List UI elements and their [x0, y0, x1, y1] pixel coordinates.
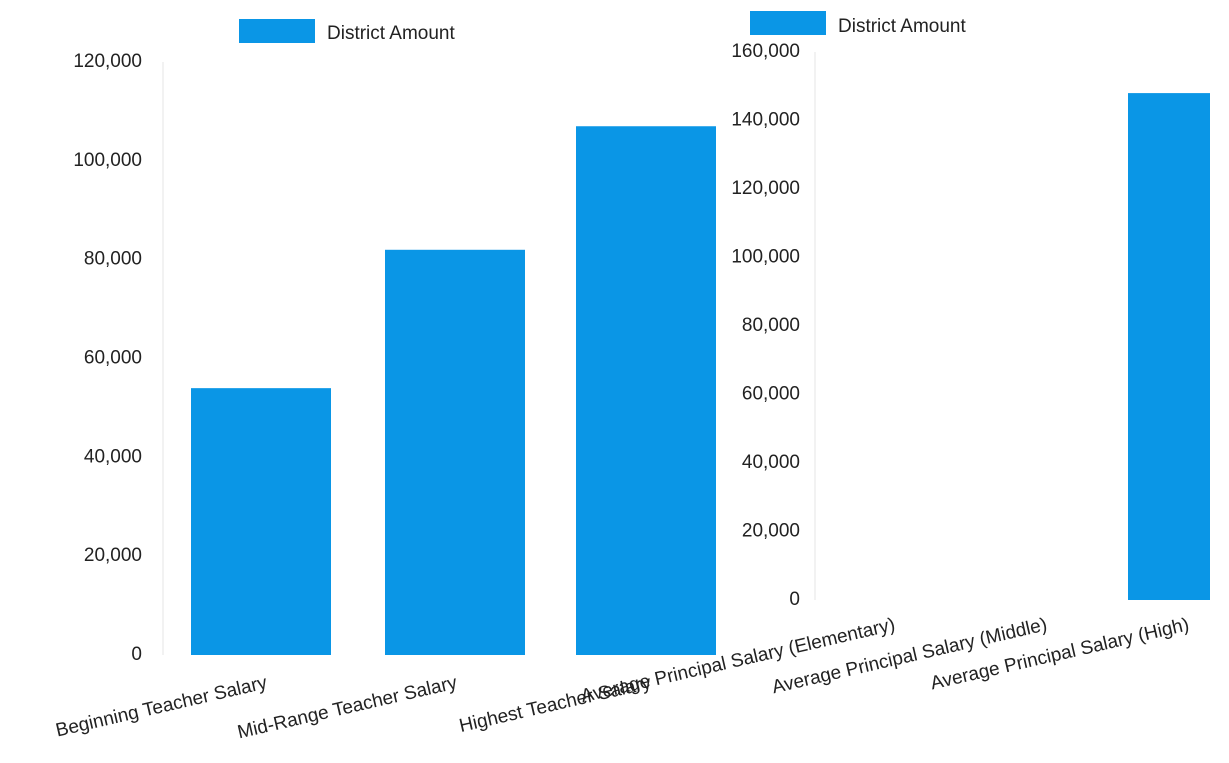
bar — [1128, 93, 1210, 600]
y-tick-label: 120,000 — [731, 178, 800, 199]
x-tick-label: Average Principal Salary (High) — [928, 614, 1191, 694]
chart-teacher-salary: District Amount 0 20,000 40,000 60,000 80,00… — [54, 19, 716, 743]
bars — [1128, 93, 1210, 600]
y-tick-label: 120,000 — [73, 51, 142, 72]
y-tick-label: 60,000 — [742, 384, 800, 405]
y-tick-label: 100,000 — [73, 150, 142, 171]
y-tick-label: 160,000 — [731, 41, 800, 62]
y-tick-label: 0 — [789, 589, 800, 610]
y-tick-labels: 0 20,000 40,000 60,000 80,000 100,000 120,000 1… — [731, 41, 800, 610]
bars — [191, 126, 716, 656]
bar — [385, 249, 525, 656]
y-tick-label: 80,000 — [742, 315, 800, 336]
bar — [576, 126, 716, 655]
y-tick-label: 80,000 — [84, 249, 142, 270]
y-tick-label: 20,000 — [742, 521, 800, 542]
y-tick-label: 40,000 — [742, 452, 800, 473]
legend-label: District Amount — [838, 16, 966, 37]
y-tick-label: 20,000 — [84, 545, 142, 566]
legend-label: District Amount — [327, 23, 455, 44]
x-tick-label: Mid-Range Teacher Salary — [236, 672, 460, 743]
y-tick-labels: 0 20,000 40,000 60,000 80,000 100,000 120,000 — [73, 51, 142, 665]
y-tick-label: 100,000 — [731, 247, 800, 268]
y-tick-label: 140,000 — [731, 110, 800, 131]
y-tick-label: 60,000 — [84, 348, 142, 369]
bar — [191, 388, 331, 655]
y-tick-label: 40,000 — [84, 446, 142, 467]
legend-swatch — [239, 19, 315, 43]
legend-swatch — [750, 11, 826, 35]
y-tick-label: 0 — [131, 644, 142, 665]
